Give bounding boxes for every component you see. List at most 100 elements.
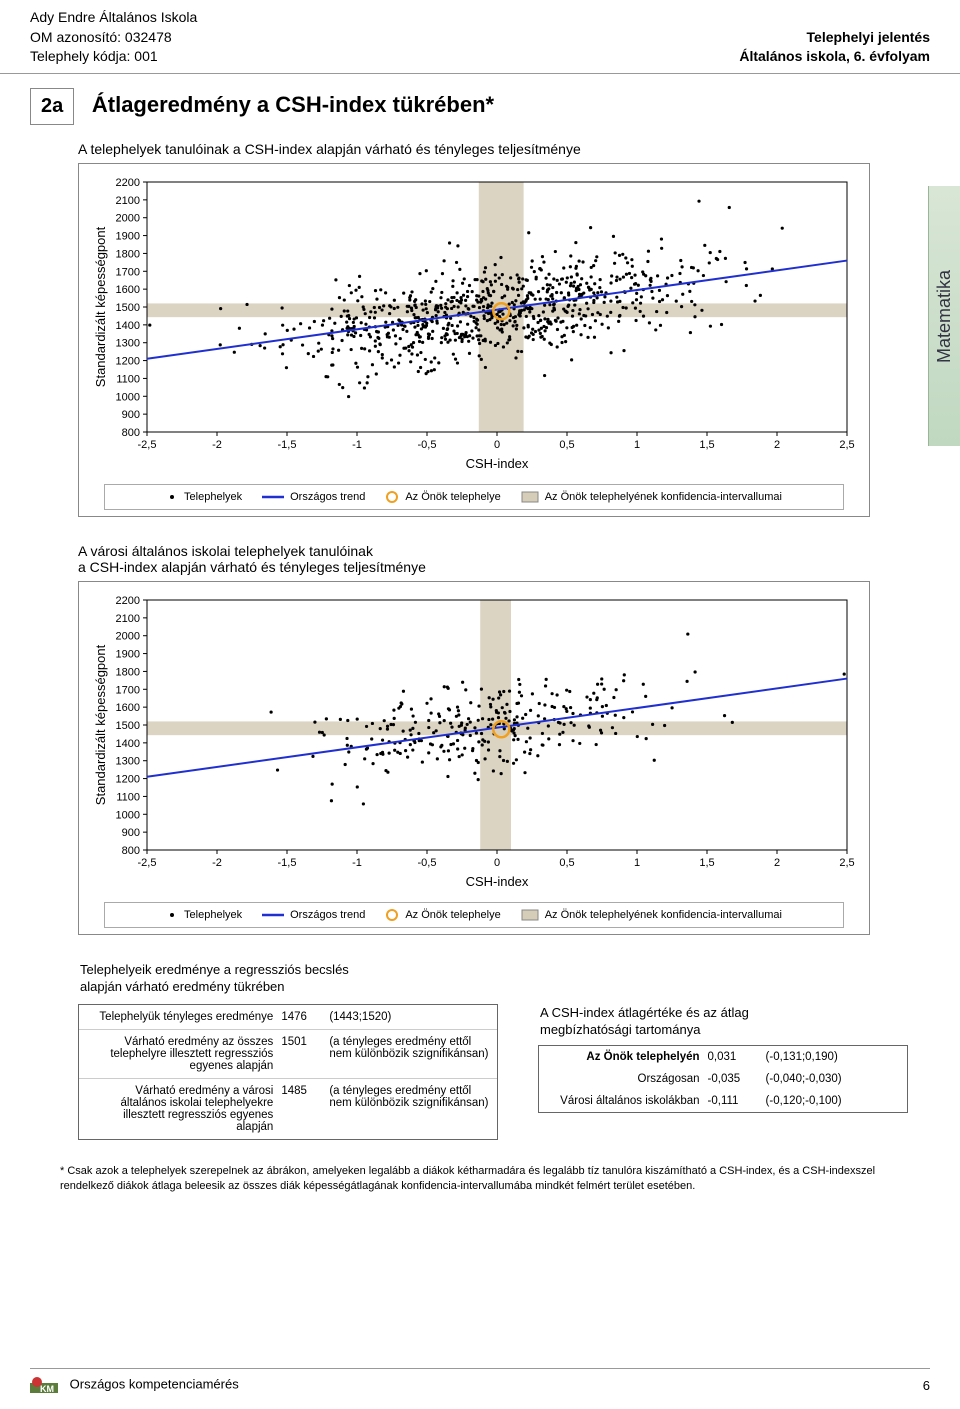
page-number: 6 bbox=[923, 1378, 930, 1393]
results-title-l2: alapján várható eredmény tükrében bbox=[80, 978, 930, 996]
row-value: 1501 bbox=[281, 1036, 321, 1072]
section-number: 2a bbox=[30, 88, 74, 125]
svg-text:1100: 1100 bbox=[116, 373, 140, 385]
svg-text:1400: 1400 bbox=[116, 738, 140, 750]
svg-text:CSH-index: CSH-index bbox=[466, 874, 529, 889]
svg-text:-1,5: -1,5 bbox=[278, 857, 297, 869]
chart2-subtitle-l1: A városi általános iskolai telephelyek t… bbox=[78, 543, 930, 559]
svg-text:Standardizált képességpont: Standardizált képességpont bbox=[93, 226, 108, 387]
chart2-legend: Telephelyek Országos trend Az Önök telephe… bbox=[104, 902, 844, 928]
om-id: OM azonosító: 032478 bbox=[30, 28, 197, 48]
logo-icon: KM bbox=[30, 1375, 60, 1395]
row-note: (1443;1520) bbox=[329, 1011, 489, 1023]
row-label: Várható eredmény a városi általános isko… bbox=[87, 1085, 273, 1133]
ci-title-l2: megbízhatósági tartománya bbox=[540, 1021, 908, 1039]
svg-text:0,5: 0,5 bbox=[559, 857, 574, 869]
row-value: 1485 bbox=[281, 1085, 321, 1133]
svg-text:2200: 2200 bbox=[116, 595, 140, 607]
svg-text:1300: 1300 bbox=[116, 755, 140, 767]
svg-text:2000: 2000 bbox=[116, 212, 140, 224]
svg-text:800: 800 bbox=[122, 845, 140, 857]
row-range: (-0,120;-0,100) bbox=[766, 1095, 899, 1107]
school-name: Ady Endre Általános Iskola bbox=[30, 8, 197, 28]
table-row: Az Önök telephelyén 0,031 (-0,131;0,190) bbox=[539, 1046, 907, 1068]
legend-item: Az Önök telephelyének konfidencia-interv… bbox=[521, 491, 782, 503]
row-range: (-0,040;-0,030) bbox=[766, 1073, 899, 1085]
site-code: Telephely kódja: 001 bbox=[30, 47, 197, 67]
svg-text:2: 2 bbox=[774, 439, 780, 451]
svg-text:1700: 1700 bbox=[116, 266, 140, 278]
chart2-container: 8009001000110012001300140015001600170018… bbox=[78, 581, 870, 935]
svg-text:1700: 1700 bbox=[116, 684, 140, 696]
row-label: Az Önök telephelyén bbox=[547, 1051, 700, 1063]
svg-text:1000: 1000 bbox=[116, 391, 140, 403]
chart1-subtitle: A telephelyek tanulóinak a CSH-index ala… bbox=[78, 141, 930, 157]
svg-text:1100: 1100 bbox=[116, 791, 140, 803]
row-note: (a tényleges eredmény ettől nem különböz… bbox=[329, 1036, 489, 1072]
svg-text:-1: -1 bbox=[352, 439, 362, 451]
svg-text:1400: 1400 bbox=[116, 320, 140, 332]
ci-title-l1: A CSH-index átlagértéke és az átlag bbox=[540, 1004, 908, 1022]
svg-text:1600: 1600 bbox=[116, 284, 140, 296]
svg-text:KM: KM bbox=[40, 1384, 54, 1394]
svg-text:0,5: 0,5 bbox=[559, 439, 574, 451]
svg-text:2000: 2000 bbox=[116, 630, 140, 642]
row-label: Várható eredmény az összes telephelyre i… bbox=[87, 1036, 273, 1072]
legend-label: Az Önök telephelye bbox=[405, 909, 500, 921]
chart1: 8009001000110012001300140015001600170018… bbox=[89, 174, 859, 474]
svg-text:0: 0 bbox=[494, 857, 500, 869]
chart2: 8009001000110012001300140015001600170018… bbox=[89, 592, 859, 892]
row-value: 0,031 bbox=[708, 1051, 758, 1063]
legend-label: Az Önök telephelye bbox=[405, 491, 500, 503]
svg-text:2100: 2100 bbox=[116, 613, 140, 625]
legend-label: Országos trend bbox=[290, 909, 365, 921]
svg-text:1900: 1900 bbox=[116, 648, 140, 660]
svg-text:1,5: 1,5 bbox=[699, 439, 714, 451]
svg-text:1: 1 bbox=[634, 439, 640, 451]
svg-text:1: 1 bbox=[634, 857, 640, 869]
legend-item: Telephelyek bbox=[166, 491, 242, 503]
svg-text:1000: 1000 bbox=[116, 809, 140, 821]
row-note: (a tényleges eredmény ettől nem különböz… bbox=[329, 1085, 489, 1133]
svg-text:0: 0 bbox=[494, 439, 500, 451]
svg-text:1200: 1200 bbox=[116, 773, 140, 785]
row-range: (-0,131;0,190) bbox=[766, 1051, 899, 1063]
svg-text:CSH-index: CSH-index bbox=[466, 456, 529, 471]
svg-text:2100: 2100 bbox=[116, 195, 140, 207]
svg-text:-2: -2 bbox=[212, 439, 222, 451]
legend-item: Országos trend bbox=[262, 909, 365, 921]
table-row: Várható eredmény az összes telephelyre i… bbox=[79, 1029, 497, 1078]
legend-item: Az Önök telephelye bbox=[385, 908, 500, 922]
svg-text:-2,5: -2,5 bbox=[138, 439, 157, 451]
row-label: Városi általános iskolákban bbox=[547, 1095, 700, 1107]
row-value: -0,035 bbox=[708, 1073, 758, 1085]
svg-text:1200: 1200 bbox=[116, 355, 140, 367]
svg-text:1800: 1800 bbox=[116, 248, 140, 260]
svg-text:1500: 1500 bbox=[116, 302, 140, 314]
chart1-container: 8009001000110012001300140015001600170018… bbox=[78, 163, 870, 517]
chart2-subtitle-l2: a CSH-index alapján várható és tényleges… bbox=[78, 559, 930, 575]
legend-item: Országos trend bbox=[262, 491, 365, 503]
svg-text:900: 900 bbox=[122, 409, 140, 421]
legend-label: Az Önök telephelyének konfidencia-interv… bbox=[545, 491, 782, 503]
svg-text:900: 900 bbox=[122, 827, 140, 839]
row-label: Országosan bbox=[547, 1073, 700, 1085]
svg-text:1900: 1900 bbox=[116, 230, 140, 242]
legend-label: Telephelyek bbox=[184, 909, 242, 921]
table-row: Várható eredmény a városi általános isko… bbox=[79, 1078, 497, 1139]
ci-table: Az Önök telephelyén 0,031 (-0,131;0,190)… bbox=[538, 1045, 908, 1113]
svg-text:-2,5: -2,5 bbox=[138, 857, 157, 869]
footer-left: Országos kompetenciamérés bbox=[70, 1376, 239, 1391]
svg-text:2: 2 bbox=[774, 857, 780, 869]
legend-item: Az Önök telephelyének konfidencia-interv… bbox=[521, 909, 782, 921]
svg-text:-1: -1 bbox=[352, 857, 362, 869]
results-table: Telephelyük tényleges eredménye 1476 (14… bbox=[78, 1004, 498, 1140]
svg-text:-0,5: -0,5 bbox=[418, 857, 437, 869]
chart1-legend: Telephelyek Országos trend Az Önök telephe… bbox=[104, 484, 844, 510]
row-value: -0,111 bbox=[708, 1095, 758, 1107]
svg-text:Standardizált képességpont: Standardizált képességpont bbox=[93, 644, 108, 805]
results-title-l1: Telephelyeik eredménye a regressziós bec… bbox=[80, 961, 930, 979]
svg-text:-2: -2 bbox=[212, 857, 222, 869]
page-footer: KM Országos kompetenciamérés 6 bbox=[30, 1368, 930, 1395]
legend-label: Telephelyek bbox=[184, 491, 242, 503]
